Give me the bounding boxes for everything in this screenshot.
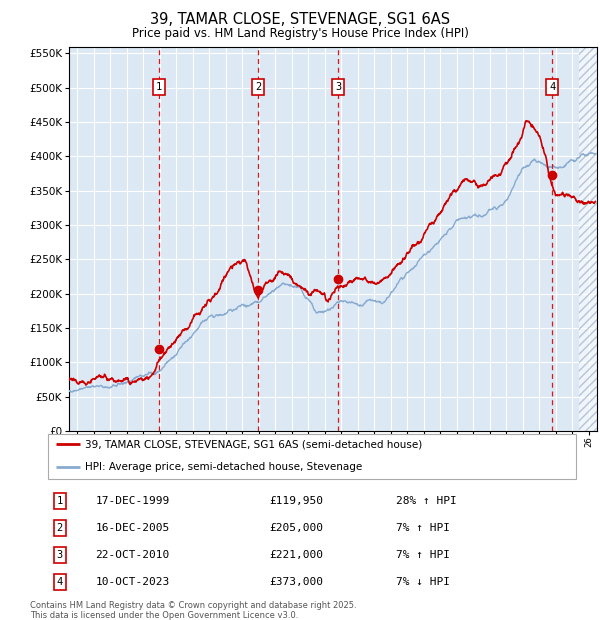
Text: Contains HM Land Registry data © Crown copyright and database right 2025.: Contains HM Land Registry data © Crown c… [30, 601, 356, 611]
Text: 7% ↑ HPI: 7% ↑ HPI [397, 550, 451, 560]
Bar [579, 46, 597, 431]
Text: 39, TAMAR CLOSE, STEVENAGE, SG1 6AS (semi-detached house): 39, TAMAR CLOSE, STEVENAGE, SG1 6AS (sem… [85, 439, 422, 450]
Text: 7% ↓ HPI: 7% ↓ HPI [397, 577, 451, 587]
Text: £205,000: £205,000 [270, 523, 324, 533]
Text: 39, TAMAR CLOSE, STEVENAGE, SG1 6AS: 39, TAMAR CLOSE, STEVENAGE, SG1 6AS [150, 12, 450, 27]
Text: 1: 1 [56, 497, 63, 507]
Text: This data is licensed under the Open Government Licence v3.0.: This data is licensed under the Open Gov… [30, 611, 298, 620]
Text: 2: 2 [255, 82, 261, 92]
Text: 4: 4 [56, 577, 63, 587]
Text: £119,950: £119,950 [270, 497, 324, 507]
Text: 4: 4 [549, 82, 555, 92]
Text: 10-OCT-2023: 10-OCT-2023 [95, 577, 170, 587]
Text: 17-DEC-1999: 17-DEC-1999 [95, 497, 170, 507]
Text: Price paid vs. HM Land Registry's House Price Index (HPI): Price paid vs. HM Land Registry's House … [131, 27, 469, 40]
FancyBboxPatch shape [48, 434, 576, 479]
Text: 7% ↑ HPI: 7% ↑ HPI [397, 523, 451, 533]
Text: £221,000: £221,000 [270, 550, 324, 560]
Text: 28% ↑ HPI: 28% ↑ HPI [397, 497, 457, 507]
Text: 3: 3 [56, 550, 63, 560]
Text: 16-DEC-2005: 16-DEC-2005 [95, 523, 170, 533]
Text: £373,000: £373,000 [270, 577, 324, 587]
Text: HPI: Average price, semi-detached house, Stevenage: HPI: Average price, semi-detached house,… [85, 462, 362, 472]
Text: 2: 2 [56, 523, 63, 533]
Text: 1: 1 [156, 82, 162, 92]
Text: 3: 3 [335, 82, 341, 92]
Text: 22-OCT-2010: 22-OCT-2010 [95, 550, 170, 560]
